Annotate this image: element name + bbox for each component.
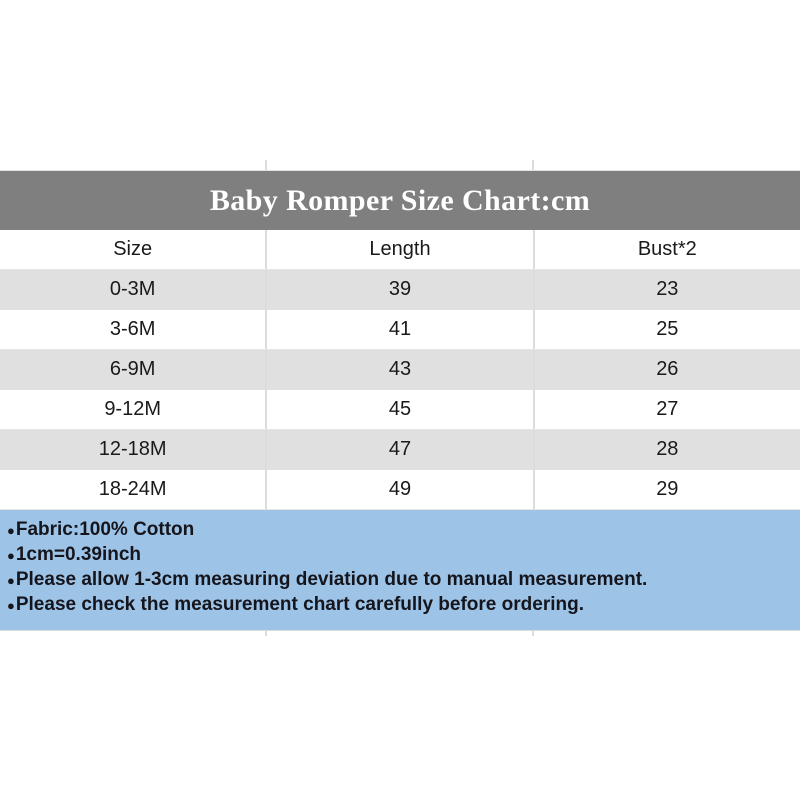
cell-bust: 26 [532,350,800,389]
table-header-row: Size Length Bust*2 [0,230,800,270]
cell-size: 9-12M [104,398,162,420]
cell-size: 3-6M [109,318,156,340]
cell-size: 18-24M [98,478,167,500]
cell-length: 49 [265,470,532,509]
note-line: ●Please allow 1-3cm measuring deviation … [7,568,788,593]
cell-length: 39 [265,270,532,309]
note-text: Please allow 1-3cm measuring deviation d… [15,569,648,590]
column-border-stub [265,160,267,170]
cell-length: 43 [265,350,532,389]
column-header-length: Length [265,230,532,269]
table-row: 6-9M 43 26 [0,350,800,390]
cell-bust: 27 [532,390,800,429]
title-bar: Baby Romper Size Chart:cm [0,170,800,230]
bullet-icon: ● [7,523,15,538]
bullet-icon: ● [7,573,15,588]
note-line: ●1cm=0.39inch [7,543,788,568]
column-border-stub [532,160,534,170]
size-chart-table: Baby Romper Size Chart:cm Size Length Bu… [0,170,800,631]
table-row: 18-24M 49 29 [0,470,800,510]
bullet-icon: ● [7,598,15,613]
table-row: 9-12M 45 27 [0,390,800,430]
note-text: Fabric:100% Cotton [15,519,195,540]
table-row: 12-18M 47 28 [0,430,800,470]
cell-bust: 25 [532,310,800,349]
bullet-icon: ● [7,548,15,563]
cell-length: 47 [265,430,532,469]
column-header-size: Size [113,238,153,260]
cell-length: 41 [265,310,532,349]
cell-size: 6-9M [109,358,156,380]
column-border-stub [265,631,267,636]
note-line: ●Fabric:100% Cotton [7,518,788,543]
notes-panel: ●Fabric:100% Cotton ●1cm=0.39inch ●Pleas… [0,510,800,631]
column-header-bust: Bust*2 [532,230,800,269]
table-row: 3-6M 41 25 [0,310,800,350]
cell-bust: 23 [532,270,800,309]
column-border-stub [532,631,534,636]
cell-size: 12-18M [98,438,167,460]
cell-bust: 28 [532,430,800,469]
note-line: ●Please check the measurement chart care… [7,593,788,618]
note-text: 1cm=0.39inch [15,544,142,565]
cell-size: 0-3M [109,278,156,300]
note-text: Please check the measurement chart caref… [15,594,584,615]
chart-title: Baby Romper Size Chart:cm [209,183,591,217]
table-row: 0-3M 39 23 [0,270,800,310]
cell-bust: 29 [532,470,800,509]
cell-length: 45 [265,390,532,429]
